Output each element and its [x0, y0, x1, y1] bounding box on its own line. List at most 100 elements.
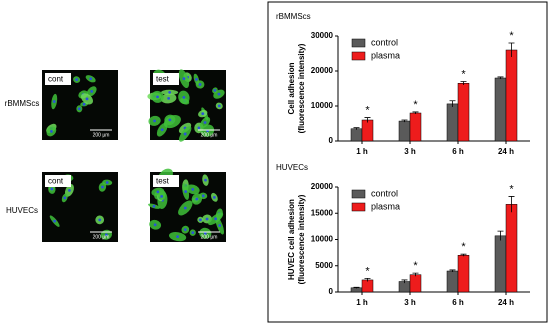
y-tick-label: 5000: [315, 261, 333, 270]
error-bar: [412, 272, 419, 277]
bar: [409, 274, 422, 293]
error-bar: [353, 127, 360, 130]
nucleus: [183, 228, 187, 232]
panel-label: cont: [48, 75, 64, 84]
legend-label: control: [371, 188, 398, 198]
nucleus: [82, 102, 86, 106]
micrographs: cont 200 µm test 200 µm cont 200 µm test 200 µm: [42, 69, 226, 242]
nucleus: [176, 235, 179, 238]
y-tick-label: 0: [329, 136, 334, 145]
nucleus: [53, 219, 57, 223]
significance-label: *: [413, 260, 418, 272]
nucleus: [195, 197, 199, 201]
nucleus: [217, 92, 221, 96]
nucleus: [156, 95, 159, 99]
error-bar: [401, 119, 408, 123]
y-tick-label: 0: [329, 287, 334, 296]
bar: [350, 287, 363, 293]
significance-label: *: [413, 99, 418, 111]
nucleus: [214, 217, 218, 221]
nucleus: [183, 206, 187, 210]
nucleus: [77, 107, 81, 111]
legend-swatch: [351, 51, 366, 61]
scale-bar-label: 200 µm: [93, 132, 110, 138]
nucleus: [52, 100, 56, 103]
nucleus: [104, 233, 108, 237]
row-label: HUVECs: [6, 206, 38, 215]
nucleus: [153, 119, 156, 123]
bar: [494, 77, 507, 142]
bar: [505, 204, 518, 293]
nucleus: [75, 78, 79, 81]
label-box: [153, 175, 179, 187]
chart-title: HUVECs: [276, 163, 308, 172]
error-bar: [401, 279, 408, 284]
bar: [446, 103, 459, 142]
panel-label: cont: [48, 177, 64, 186]
nucleus: [156, 190, 160, 194]
nucleus: [98, 218, 102, 222]
bar: [409, 112, 422, 142]
bar: [350, 128, 363, 142]
x-tick-label: 1 h: [356, 298, 368, 307]
error-bar: [449, 100, 456, 108]
nucleus: [152, 204, 156, 208]
error-bar: [412, 111, 419, 115]
row-label: rBMMScs: [5, 99, 40, 108]
legend-swatch: [351, 38, 366, 48]
nucleus: [183, 132, 187, 136]
nucleus: [182, 95, 186, 99]
nucleus: [201, 112, 205, 116]
scale-bar-label: 200 µm: [93, 234, 110, 240]
bar: [446, 270, 459, 293]
y-axis-label: (fluorescence intensity): [297, 43, 306, 133]
chart-title: rBMMScs: [276, 12, 311, 21]
error-bar: [497, 230, 504, 241]
nucleus: [213, 88, 217, 92]
y-tick-label: 20000: [311, 182, 334, 191]
bar: [398, 120, 411, 142]
error-bar: [497, 76, 504, 80]
y-axis-label: HUVEC cell adhesion: [287, 199, 296, 280]
y-tick-label: 10000: [311, 235, 334, 244]
error-bar: [460, 253, 467, 257]
label-box: [45, 73, 71, 85]
error-bar: [353, 286, 360, 289]
label-box: [153, 73, 179, 85]
x-tick-label: 6 h: [452, 147, 464, 156]
y-axis-label: (fluorescence intensity): [297, 194, 306, 284]
error-bar: [508, 196, 515, 213]
nucleus: [50, 130, 53, 133]
nucleus: [168, 118, 172, 122]
scale-bar-label: 200 µm: [201, 132, 218, 138]
nucleus: [63, 196, 67, 200]
panel-label: test: [156, 177, 170, 186]
y-tick-label: 10000: [311, 101, 334, 110]
nucleus: [101, 185, 104, 189]
nucleus: [105, 181, 109, 184]
significance-label: *: [365, 104, 370, 116]
bar: [361, 119, 374, 142]
nucleus: [167, 97, 171, 100]
nucleus: [153, 223, 157, 227]
nucleus: [160, 128, 164, 132]
nucleus: [198, 218, 202, 222]
nucleus: [218, 224, 222, 227]
error-bar: [460, 81, 467, 85]
nucleus: [85, 97, 89, 101]
y-axis-label: Cell adhesion: [287, 62, 296, 114]
x-tick-label: 3 h: [404, 298, 416, 307]
label-box: [45, 175, 71, 187]
significance-label: *: [509, 183, 514, 195]
y-tick-label: 20000: [311, 66, 334, 75]
nucleus: [191, 187, 195, 191]
nucleus: [203, 231, 207, 235]
y-tick-label: 30000: [311, 31, 334, 40]
nucleus: [203, 121, 207, 124]
chart-frame: [267, 1, 548, 323]
x-tick-label: 24 h: [498, 298, 514, 307]
nucleus: [182, 77, 186, 81]
error-bar: [364, 117, 371, 123]
legend-swatch: [351, 189, 366, 199]
